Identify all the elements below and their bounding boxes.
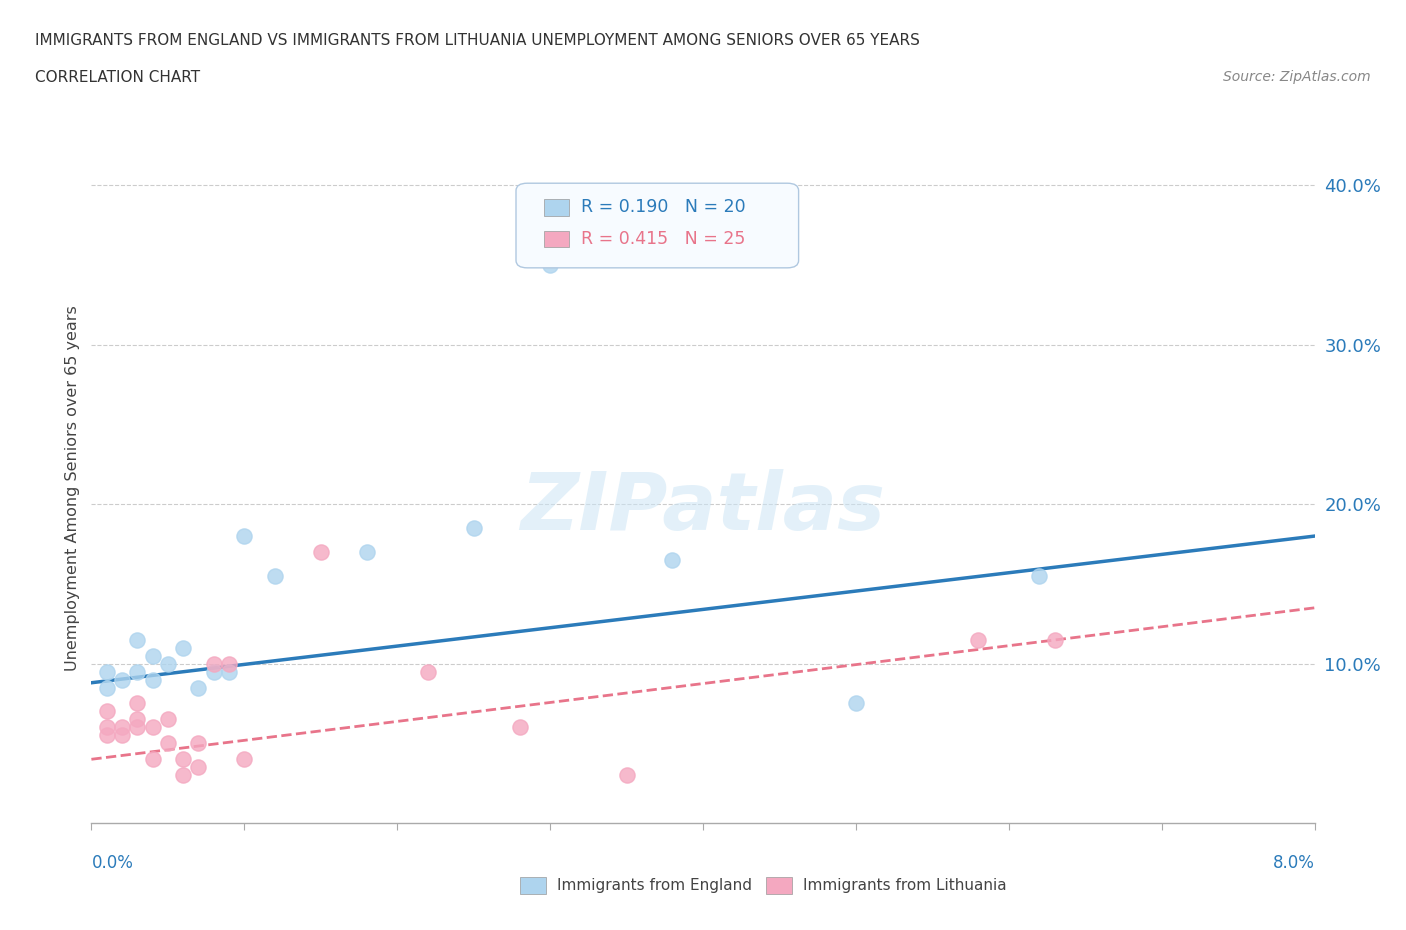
Point xyxy=(233,751,256,766)
Text: CORRELATION CHART: CORRELATION CHART xyxy=(35,70,200,85)
Point xyxy=(218,657,240,671)
Point xyxy=(187,736,209,751)
Point xyxy=(202,664,225,679)
Point xyxy=(127,664,149,679)
Text: R = 0.190   N = 20: R = 0.190 N = 20 xyxy=(581,198,745,217)
Point xyxy=(233,528,256,543)
Point xyxy=(509,720,531,735)
Point xyxy=(96,680,118,695)
Point xyxy=(538,258,561,272)
Point xyxy=(141,720,163,735)
Y-axis label: Unemployment Among Seniors over 65 years: Unemployment Among Seniors over 65 years xyxy=(65,305,80,671)
Text: IMMIGRANTS FROM ENGLAND VS IMMIGRANTS FROM LITHUANIA UNEMPLOYMENT AMONG SENIORS : IMMIGRANTS FROM ENGLAND VS IMMIGRANTS FR… xyxy=(35,33,920,47)
Text: Immigrants from England: Immigrants from England xyxy=(557,878,752,893)
Point xyxy=(141,648,163,663)
Point xyxy=(218,664,240,679)
Text: ZIPatlas: ZIPatlas xyxy=(520,470,886,548)
Point xyxy=(156,736,179,751)
Point xyxy=(967,632,990,647)
Text: 0.0%: 0.0% xyxy=(91,854,134,871)
Text: Source: ZipAtlas.com: Source: ZipAtlas.com xyxy=(1223,70,1371,84)
Point xyxy=(141,672,163,687)
Point xyxy=(1043,632,1066,647)
Text: R = 0.415   N = 25: R = 0.415 N = 25 xyxy=(581,230,745,248)
Point xyxy=(96,664,118,679)
Point xyxy=(111,720,134,735)
Point xyxy=(172,751,194,766)
Point xyxy=(127,696,149,711)
Text: 8.0%: 8.0% xyxy=(1272,854,1315,871)
Point xyxy=(356,545,378,560)
Point xyxy=(111,728,134,743)
Point xyxy=(616,768,638,783)
Point xyxy=(202,657,225,671)
Point xyxy=(96,720,118,735)
Point xyxy=(127,712,149,727)
Point xyxy=(172,768,194,783)
Point xyxy=(661,552,683,567)
Point xyxy=(127,632,149,647)
Point xyxy=(416,664,439,679)
Point xyxy=(156,712,179,727)
Point xyxy=(463,521,485,536)
Point xyxy=(187,680,209,695)
Point xyxy=(187,760,209,775)
Point xyxy=(1028,568,1050,583)
Point xyxy=(141,751,163,766)
Point xyxy=(845,696,868,711)
Point xyxy=(96,728,118,743)
Point xyxy=(111,672,134,687)
Point xyxy=(264,568,287,583)
Point xyxy=(127,720,149,735)
Text: Immigrants from Lithuania: Immigrants from Lithuania xyxy=(803,878,1007,893)
Point xyxy=(309,545,332,560)
Point xyxy=(156,657,179,671)
Point xyxy=(172,640,194,655)
Point xyxy=(96,704,118,719)
